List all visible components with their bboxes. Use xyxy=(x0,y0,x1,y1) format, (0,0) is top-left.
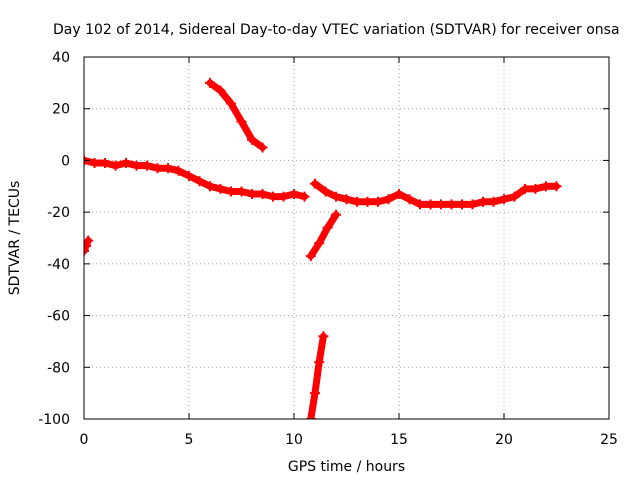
series-main-arc xyxy=(84,156,308,201)
data-point xyxy=(331,191,341,202)
data-point xyxy=(318,331,329,342)
data-point xyxy=(404,194,415,205)
data-point xyxy=(509,191,520,202)
data-point xyxy=(278,191,289,202)
y-tick-label: -100 xyxy=(38,412,70,428)
data-point xyxy=(215,183,226,194)
data-point xyxy=(310,388,320,399)
data-point xyxy=(142,160,152,171)
data-point xyxy=(394,189,404,200)
y-tick-label: 0 xyxy=(61,153,70,169)
x-tick-label: 20 xyxy=(495,432,513,448)
series-steep-segment xyxy=(307,332,327,419)
data-point xyxy=(268,191,278,202)
data-point xyxy=(446,199,457,210)
data-point xyxy=(184,170,194,181)
y-tick-label: 20 xyxy=(52,102,70,118)
data-point xyxy=(247,134,257,145)
data-point xyxy=(215,85,226,96)
data-point xyxy=(121,158,131,169)
data-point xyxy=(305,414,316,419)
data-point xyxy=(84,245,89,256)
data-point xyxy=(257,189,268,200)
data-point xyxy=(289,189,299,200)
data-point xyxy=(89,158,100,169)
plot-frame xyxy=(83,56,610,420)
y-tick-label: -60 xyxy=(47,309,70,325)
data-point xyxy=(488,196,499,207)
data-point xyxy=(247,189,257,200)
data-point xyxy=(84,240,92,251)
data-point xyxy=(205,77,215,88)
x-tick-label: 0 xyxy=(80,432,89,448)
data-layer xyxy=(84,77,562,419)
data-point xyxy=(226,98,236,109)
series-rising-segment xyxy=(307,211,340,260)
data-point xyxy=(331,209,341,220)
x-tick-label: 15 xyxy=(390,432,408,448)
data-point xyxy=(457,199,467,210)
y-tick-label: -80 xyxy=(47,360,70,376)
x-tick-label: 10 xyxy=(285,432,303,448)
series-descending-arc xyxy=(206,79,266,151)
data-point xyxy=(226,186,236,197)
y-axis-label: SDTVAR / TECUs xyxy=(7,181,23,296)
data-point xyxy=(415,199,425,210)
data-point xyxy=(314,357,325,368)
data-point xyxy=(322,222,333,233)
chart-title: Day 102 of 2014, Sidereal Day-to-day VTE… xyxy=(53,22,620,38)
data-point xyxy=(362,196,373,207)
data-point xyxy=(152,163,163,174)
data-point xyxy=(425,199,436,210)
data-point xyxy=(310,178,320,189)
data-point xyxy=(299,191,310,202)
y-tick-label: -20 xyxy=(47,205,70,221)
data-point xyxy=(236,116,247,127)
y-tick-label: -40 xyxy=(47,257,70,273)
data-point xyxy=(551,181,562,192)
data-point xyxy=(163,163,173,174)
data-point xyxy=(100,158,110,169)
data-point xyxy=(373,196,383,207)
data-point xyxy=(131,160,142,171)
data-point xyxy=(530,183,541,194)
data-point xyxy=(541,181,551,192)
x-axis-label: GPS time / hours xyxy=(288,459,405,475)
tick-layer: 0 5 10 15 20 25 -100 -80 -60 -40 -20 0 20 40 xyxy=(38,50,618,448)
data-point xyxy=(305,251,316,262)
x-tick-label: 25 xyxy=(600,432,618,448)
data-point xyxy=(499,194,509,205)
data-point xyxy=(467,199,478,210)
data-point xyxy=(478,196,488,207)
data-point xyxy=(352,196,362,207)
data-point xyxy=(205,181,215,192)
data-point xyxy=(314,238,325,249)
data-point xyxy=(436,199,446,210)
data-point xyxy=(320,186,331,197)
data-point xyxy=(236,186,247,197)
grid-layer xyxy=(84,57,609,419)
series-main-arc-2 xyxy=(311,180,560,208)
y-tick-label: 40 xyxy=(52,50,70,66)
data-point xyxy=(520,183,530,194)
data-point xyxy=(257,142,268,153)
data-point xyxy=(194,176,205,187)
data-point xyxy=(110,160,121,171)
data-point xyxy=(84,235,94,246)
data-point xyxy=(173,165,184,176)
x-tick-label: 5 xyxy=(185,432,194,448)
data-point xyxy=(383,194,394,205)
data-point xyxy=(341,194,352,205)
